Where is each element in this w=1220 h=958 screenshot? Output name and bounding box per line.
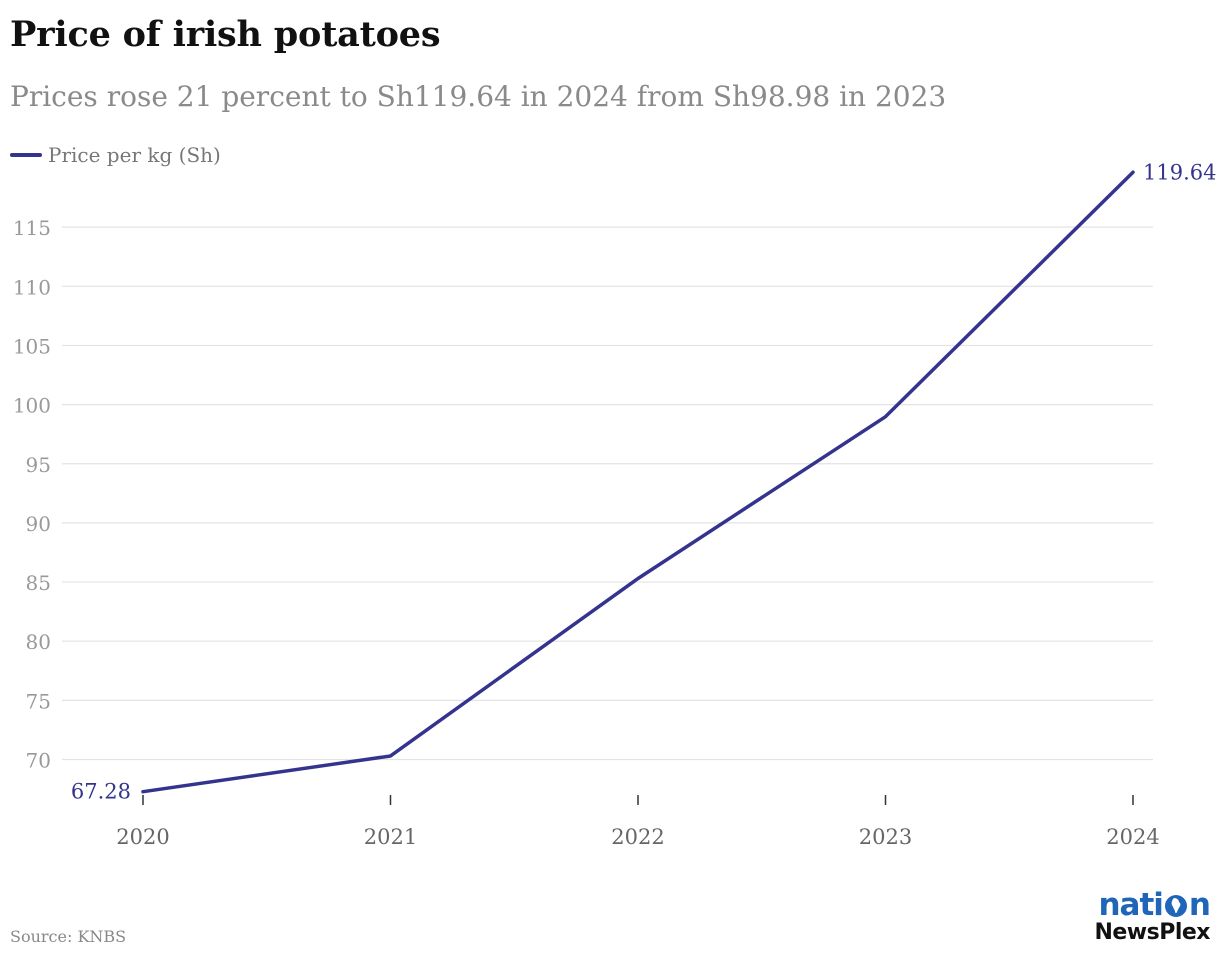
x-tick-label-2023: 2023 <box>859 825 912 849</box>
y-tick-label-80: 80 <box>26 630 51 654</box>
series-layer <box>141 170 1135 794</box>
y-tick-label-100: 100 <box>13 394 51 418</box>
x-tick-label-2021: 2021 <box>364 825 417 849</box>
legend-swatch <box>10 153 42 157</box>
y-tick-label-115: 115 <box>13 216 51 240</box>
chart-title: Price of irish potatoes <box>10 14 441 55</box>
nation-newsplex-logo: nati n NewsPlex <box>1085 887 1211 945</box>
data-label-2024: 119.64 <box>1143 160 1216 184</box>
y-tick-label-105: 105 <box>13 334 51 358</box>
y-tick-label-75: 75 <box>26 689 51 713</box>
x-tick-label-2024: 2024 <box>1106 825 1159 849</box>
y-tick-label-70: 70 <box>26 749 51 773</box>
annotations: 67.28 119.64 <box>71 160 1217 803</box>
chart-subtitle: Prices rose 21 percent to Sh119.64 in 20… <box>10 80 947 113</box>
globe-icon <box>1164 894 1187 917</box>
y-axis-ticks: 70 75 80 85 90 95 100 105 110 115 <box>13 216 51 772</box>
x-tick-label-2020: 2020 <box>116 825 169 849</box>
source-note: Source: KNBS <box>10 927 127 946</box>
y-tick-label-90: 90 <box>26 512 51 536</box>
y-tick-label-85: 85 <box>26 571 51 595</box>
logo-nation-text-right: n <box>1188 887 1211 923</box>
legend-label: Price per kg (Sh) <box>48 143 221 167</box>
legend: Price per kg (Sh) <box>10 143 221 167</box>
x-axis-ticks: 2020 2021 2022 2023 2024 <box>116 795 1160 849</box>
x-tick-label-2022: 2022 <box>611 825 664 849</box>
logo-nation-text-left: nati <box>1098 887 1163 923</box>
series-line-0 <box>141 170 1135 794</box>
y-tick-label-95: 95 <box>26 453 51 477</box>
logo-nation: nati n <box>1085 887 1211 923</box>
data-label-2020: 67.28 <box>71 780 131 804</box>
grid-lines <box>62 226 1153 761</box>
y-tick-label-110: 110 <box>13 275 51 299</box>
logo-newsplex: NewsPlex <box>1094 920 1210 945</box>
